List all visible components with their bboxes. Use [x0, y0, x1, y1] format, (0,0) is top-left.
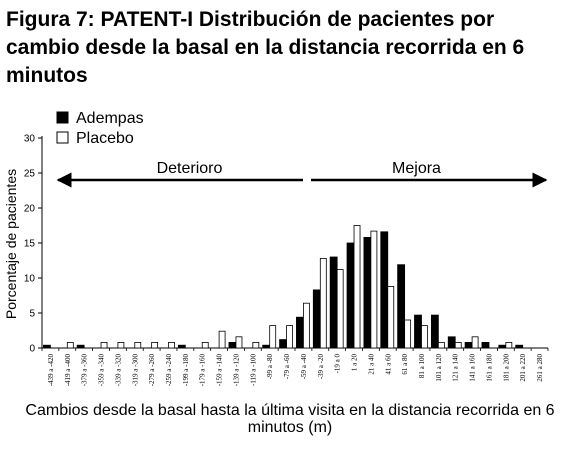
x-tick-label: 101 a 120 — [435, 354, 443, 382]
bar-adempas — [380, 231, 389, 349]
legend-label-placebo: Placebo — [76, 130, 134, 147]
legend: Adempas Placebo — [56, 110, 144, 147]
bar-placebo — [319, 257, 327, 349]
x-tick-label: 181 a 200 — [502, 354, 510, 382]
y-tick-label: 0 — [29, 344, 35, 355]
bar-placebo — [151, 341, 159, 349]
x-tick-label: -159 a -140 — [216, 354, 224, 387]
bar-adempas — [397, 264, 406, 349]
y-tick-label: 15 — [24, 239, 36, 250]
legend-label-adempas: Adempas — [76, 110, 144, 127]
bar-adempas — [279, 339, 287, 349]
x-tick-label: 61 a 80 — [401, 354, 409, 375]
x-tick-label: -179 a -160 — [199, 354, 207, 387]
x-tick-label: 201 a 220 — [519, 354, 527, 382]
bar-placebo — [168, 341, 175, 349]
x-tick-label: -99 a -80 — [266, 354, 274, 380]
bar-adempas — [498, 344, 507, 349]
x-tick-label: -419 a -400 — [64, 354, 72, 387]
bar-placebo — [505, 341, 513, 349]
bar-placebo — [471, 336, 479, 349]
bar-adempas — [363, 236, 372, 349]
x-tick-label: 1 a 20 — [351, 354, 359, 372]
x-axis-label: Cambios desde la basal hasta la última v… — [25, 402, 555, 436]
bar-placebo — [117, 341, 125, 349]
x-tick-label: -259 a -240 — [165, 354, 173, 387]
x-tick-label: 161 a 180 — [485, 354, 493, 382]
bar-placebo — [437, 341, 445, 349]
x-tick-label: 121 a 140 — [452, 354, 460, 382]
x-tick-label: 261 a 280 — [536, 354, 544, 382]
y-tick-label: 25 — [24, 169, 36, 180]
bar-adempas — [430, 314, 439, 349]
bar-adempas — [296, 316, 304, 349]
bar-placebo — [353, 225, 361, 349]
bar-placebo — [201, 341, 209, 349]
bar-placebo — [387, 285, 395, 349]
bar-adempas — [329, 256, 338, 349]
bar-adempas — [177, 344, 186, 349]
bars — [43, 225, 524, 349]
annotation-deterioro: Deterioro — [157, 160, 223, 177]
y-tick-label: 20 — [24, 204, 36, 215]
y-axis: 0 5 10 15 20 25 30 — [24, 134, 43, 355]
legend-swatch-placebo — [56, 131, 69, 144]
x-tick-label: 81 a 100 — [418, 354, 426, 379]
x-tick-label: -139 a -120 — [232, 354, 240, 387]
x-tick-label: -39 a -20 — [317, 354, 325, 380]
y-tick-label: 10 — [24, 274, 36, 285]
x-tick-label: -59 a -40 — [300, 354, 308, 380]
chart-title: Figura 7: PATENT-I Distribución de pacie… — [6, 8, 525, 87]
bar-placebo — [235, 336, 243, 349]
x-tick-label: -79 a -60 — [283, 354, 291, 380]
bar-placebo — [269, 325, 277, 349]
bar-placebo — [218, 330, 226, 349]
annotations: Deterioro Mejora — [56, 160, 548, 188]
x-tick-label: -359 a -340 — [98, 354, 106, 387]
bar-adempas — [346, 242, 355, 349]
y-axis-label: Porcentaje de pacientes — [3, 169, 19, 319]
bar-adempas — [43, 344, 51, 349]
bar-adempas — [464, 341, 473, 349]
annotation-mejora: Mejora — [392, 160, 441, 177]
x-tick-label: -379 a -360 — [81, 354, 89, 387]
bar-placebo — [421, 325, 428, 349]
legend-swatch-adempas — [56, 111, 69, 124]
bar-adempas — [414, 314, 422, 349]
bar-placebo — [370, 230, 378, 349]
bar-placebo — [286, 325, 293, 349]
bar-placebo — [303, 302, 310, 349]
x-tick-label: -199 a -180 — [182, 354, 190, 387]
x-tick-label: 41 a 60 — [384, 354, 392, 375]
bar-placebo — [134, 341, 142, 349]
bar-placebo — [454, 341, 462, 349]
bar-placebo — [404, 319, 412, 349]
bar-adempas — [312, 289, 321, 349]
x-tick-label: -339 a -320 — [114, 354, 122, 387]
bar-adempas — [447, 336, 456, 349]
x-tick-label: -439 a -420 — [47, 354, 55, 387]
bar-adempas — [228, 341, 237, 349]
bar-adempas — [515, 344, 524, 349]
bar-placebo — [252, 341, 260, 349]
y-tick-label: 5 — [29, 309, 35, 320]
x-tick-label: -319 a -300 — [131, 354, 139, 387]
bar-adempas — [76, 344, 85, 349]
x-tick-label: -19 a 0 — [334, 354, 342, 374]
x-tick-label: 21 a 40 — [367, 354, 375, 375]
x-tick-label: -119 a -100 — [249, 354, 257, 387]
bar-adempas — [481, 341, 490, 349]
x-tick-label: -279 a -260 — [148, 354, 156, 387]
y-tick-label: 30 — [24, 134, 36, 145]
bar-placebo — [100, 341, 108, 349]
x-axis: -439 a -420 -419 a -400 -379 a -360 -359 a … — [41, 347, 549, 387]
bar-adempas — [262, 344, 271, 349]
bar-placebo — [336, 269, 344, 349]
bar-placebo — [66, 341, 74, 349]
x-tick-label: 141 a 160 — [469, 354, 477, 382]
